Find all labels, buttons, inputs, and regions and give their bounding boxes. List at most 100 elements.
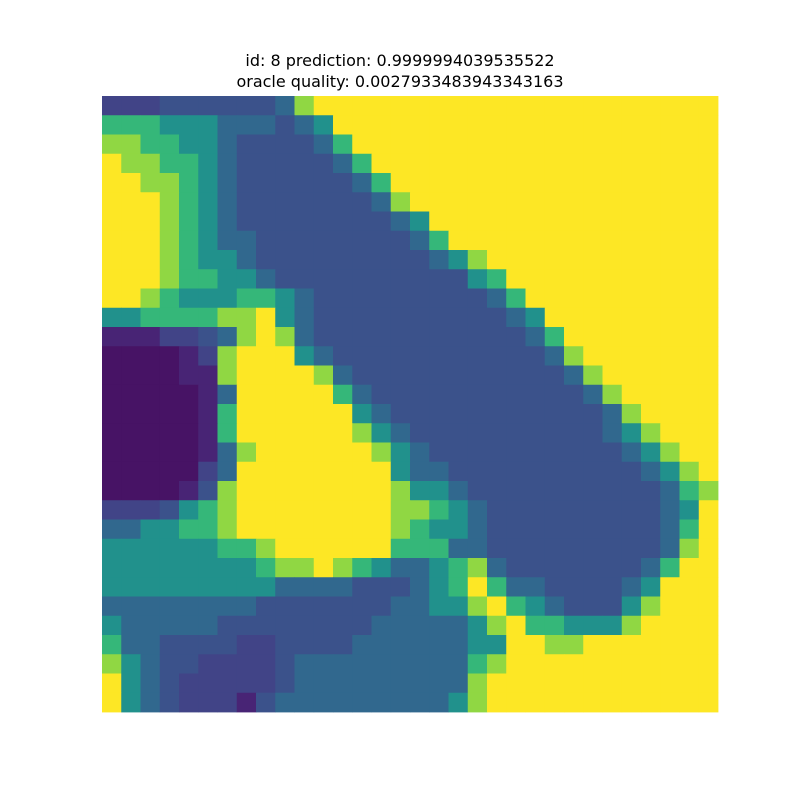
- heatmap-cell: [660, 153, 680, 174]
- heatmap-cell: [256, 538, 276, 559]
- heatmap-cell: [294, 288, 315, 309]
- heatmap-cell: [121, 211, 141, 232]
- heatmap-cell: [140, 423, 161, 443]
- heatmap-cell: [506, 307, 526, 328]
- heatmap-cell: [333, 577, 353, 597]
- heatmap-cell: [217, 115, 238, 135]
- heatmap-cell: [487, 481, 507, 501]
- heatmap-cell: [621, 673, 642, 694]
- heatmap-cell: [583, 327, 603, 347]
- heatmap-cell: [525, 327, 546, 347]
- heatmap-cell: [217, 596, 238, 617]
- heatmap-cell: [621, 558, 642, 578]
- heatmap-cell: [313, 288, 334, 309]
- heatmap-cell: [256, 558, 276, 578]
- heatmap-cell: [679, 96, 700, 116]
- heatmap-cell: [333, 173, 353, 193]
- heatmap-cell: [506, 615, 526, 636]
- heatmap-cell: [102, 461, 122, 482]
- heatmap-cell: [179, 134, 199, 155]
- heatmap-cell: [506, 327, 526, 347]
- heatmap-cell: [371, 500, 392, 520]
- heatmap-cell: [698, 115, 719, 135]
- heatmap-cell: [217, 423, 238, 443]
- heatmap-cell: [121, 384, 141, 405]
- heatmap-cell: [506, 173, 526, 193]
- heatmap-cell: [275, 442, 295, 463]
- heatmap-cell: [198, 384, 218, 405]
- heatmap-cell: [544, 192, 565, 212]
- heatmap-cell: [313, 654, 334, 674]
- heatmap-cell: [660, 384, 680, 405]
- heatmap-cell: [487, 365, 507, 386]
- heatmap-cell: [198, 153, 218, 174]
- heatmap-cell: [487, 230, 507, 251]
- heatmap-cell: [294, 577, 315, 597]
- heatmap-cell: [506, 192, 526, 212]
- heatmap-cell: [217, 404, 238, 424]
- heatmap-cell: [583, 404, 603, 424]
- heatmap-cell: [410, 230, 430, 251]
- heatmap-cell: [217, 134, 238, 155]
- heatmap-cell: [621, 327, 642, 347]
- heatmap-cell: [236, 288, 257, 309]
- heatmap-cell: [602, 365, 623, 386]
- heatmap-cell: [525, 173, 546, 193]
- heatmap-cell: [102, 346, 122, 366]
- heatmap-cell: [621, 538, 642, 559]
- heatmap-cell: [371, 365, 392, 386]
- heatmap-cell: [313, 211, 334, 232]
- heatmap-cell: [294, 346, 315, 366]
- heatmap-cell: [275, 615, 295, 636]
- heatmap-cell: [564, 519, 584, 540]
- heatmap-cell: [525, 423, 546, 443]
- heatmap-cell: [352, 269, 372, 289]
- heatmap-cell: [410, 615, 430, 636]
- heatmap-cell: [487, 173, 507, 193]
- heatmap-cell: [198, 250, 218, 270]
- heatmap-cell: [333, 307, 353, 328]
- heatmap-cell: [217, 173, 238, 193]
- heatmap-cell: [371, 558, 392, 578]
- heatmap-cell: [140, 365, 161, 386]
- heatmap-cell: [544, 365, 565, 386]
- heatmap-cell: [621, 134, 642, 155]
- heatmap-cell: [467, 596, 488, 617]
- heatmap-cell: [641, 115, 661, 135]
- heatmap-cell: [641, 635, 661, 655]
- heatmap-cell: [275, 635, 295, 655]
- heatmap-cell: [602, 596, 623, 617]
- heatmap-cell: [448, 134, 469, 155]
- heatmap-cell: [679, 404, 700, 424]
- heatmap-cell: [660, 404, 680, 424]
- heatmap-cell: [371, 461, 392, 482]
- heatmap-cell: [410, 461, 430, 482]
- heatmap-cell: [429, 269, 449, 289]
- heatmap-cell: [583, 596, 603, 617]
- heatmap-cell: [102, 173, 122, 193]
- heatmap-cell: [429, 134, 449, 155]
- heatmap-cell: [467, 635, 488, 655]
- heatmap-cell: [506, 500, 526, 520]
- heatmap-cell: [564, 538, 584, 559]
- heatmap-cell: [313, 365, 334, 386]
- heatmap-cell: [371, 346, 392, 366]
- heatmap-cell: [525, 673, 546, 694]
- heatmap-cell: [333, 635, 353, 655]
- heatmap-cell: [467, 404, 488, 424]
- heatmap-cell: [217, 615, 238, 636]
- heatmap-cell: [313, 692, 334, 713]
- heatmap-cell: [525, 481, 546, 501]
- heatmap-cell: [429, 288, 449, 309]
- heatmap-cell: [294, 481, 315, 501]
- heatmap-cell: [179, 153, 199, 174]
- heatmap-cell: [641, 404, 661, 424]
- heatmap-cell: [275, 558, 295, 578]
- heatmap-cell: [371, 250, 392, 270]
- heatmap-cell: [294, 500, 315, 520]
- heatmap-cell: [621, 211, 642, 232]
- heatmap-cell: [410, 673, 430, 694]
- heatmap-cell: [294, 365, 315, 386]
- heatmap-cell: [544, 96, 565, 116]
- heatmap-cell: [159, 481, 180, 501]
